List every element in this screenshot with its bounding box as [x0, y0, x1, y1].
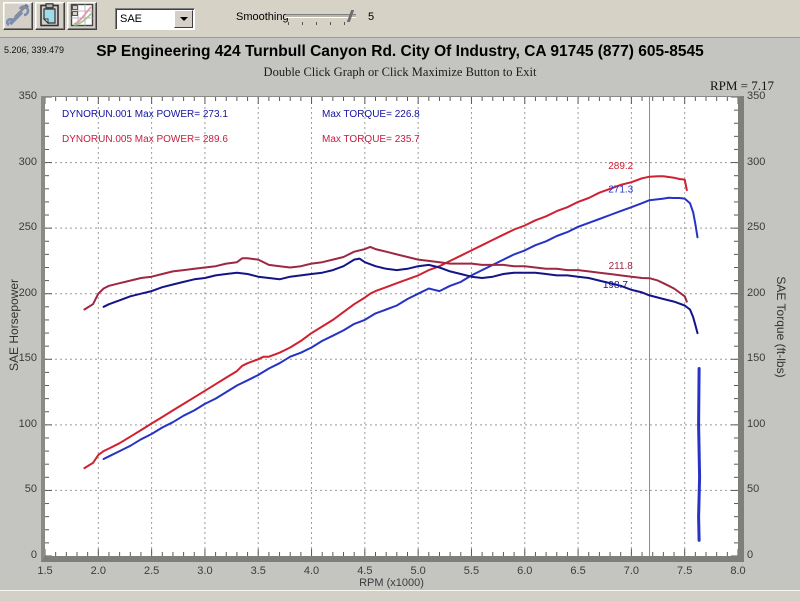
- y-tick-label-right: 0: [747, 549, 754, 561]
- smoothing-label: Smoothing: [236, 11, 289, 23]
- y-tick-label-right: 100: [747, 417, 766, 430]
- x-tick-label: 5.0: [410, 565, 426, 577]
- correction-dropdown-value: SAE: [120, 13, 143, 25]
- y-tick-label-left: 150: [18, 352, 37, 365]
- x-tick-label: 2.0: [90, 565, 106, 577]
- curve-value-label: 198.7: [603, 280, 628, 291]
- x-tick-label: 4.0: [303, 565, 320, 577]
- rpm-cursor-readout: RPM = 7.17: [709, 78, 774, 93]
- series-dynorun-005-torque: [83, 245, 688, 311]
- x-tick-label: 7.5: [677, 565, 693, 577]
- clipboard-icon: [38, 2, 62, 30]
- y-tick-label-left: 0: [30, 549, 37, 561]
- x-tick-label: 6.0: [517, 565, 533, 577]
- x-tick-label: 5.5: [463, 565, 480, 577]
- graph-maximize-icon: [70, 3, 94, 30]
- smoothing-value: 5: [368, 11, 375, 23]
- toolbar: SAE Smoothing 5: [0, 0, 800, 37]
- y-axis-label-right: SAE Torque (ft-lbs): [774, 276, 788, 378]
- slider-tick: [302, 22, 303, 25]
- legend-run-power: DYNORUN.005 Max POWER= 289.6: [62, 134, 228, 145]
- graph-maximize-button[interactable]: [67, 2, 97, 30]
- x-tick-label: 8.0: [730, 565, 746, 577]
- curve-value-label: 289.2: [608, 161, 633, 172]
- y-tick-label-right: 150: [747, 352, 766, 365]
- smoothing-slider[interactable]: [286, 10, 358, 28]
- chevron-down-icon: [179, 17, 188, 21]
- series-dynorun-001-torque: [102, 257, 699, 335]
- x-tick-label: 2.5: [143, 565, 160, 577]
- tools-button[interactable]: [3, 2, 33, 30]
- y-tick-label-left: 50: [24, 483, 37, 496]
- x-axis-label: RPM (x1000): [359, 577, 424, 589]
- window-bottom-strip: [0, 590, 800, 601]
- x-tick-label: 3.0: [197, 565, 213, 577]
- y-tick-label-right: 350: [747, 90, 766, 102]
- y-tick-label-right: 200: [747, 286, 766, 299]
- x-tick-label: 7.0: [623, 565, 640, 577]
- correction-dropdown[interactable]: SAE: [115, 8, 195, 30]
- page-title: SP Engineering 424 Turnbull Canyon Rd. C…: [96, 43, 704, 60]
- legend-run-torque: Max TORQUE= 226.8: [322, 109, 420, 120]
- x-tick-label: 4.5: [357, 565, 373, 577]
- slider-tick: [330, 22, 331, 25]
- series-data-spike: [697, 367, 702, 542]
- mouse-coordinates-readout: 5.206, 339.479: [4, 45, 65, 55]
- graph-subtitle: Double Click Graph or Click Maximize But…: [263, 65, 537, 79]
- y-tick-label-right: 50: [747, 483, 760, 496]
- x-tick-label: 6.5: [570, 565, 586, 577]
- slider-track: [286, 14, 356, 18]
- x-tick-label: 3.5: [250, 565, 266, 577]
- slider-tick: [344, 22, 345, 25]
- y-tick-label-left: 300: [18, 155, 37, 168]
- legend-run-power: DYNORUN.001 Max POWER= 273.1: [62, 109, 228, 120]
- dropdown-arrow-button[interactable]: [174, 10, 193, 28]
- x-tick-label: 1.5: [37, 565, 53, 577]
- y-tick-label-left: 200: [18, 286, 37, 299]
- slider-tick: [288, 22, 289, 25]
- y-tick-label-left: 100: [18, 417, 37, 430]
- clipboard-button[interactable]: [35, 2, 65, 30]
- y-tick-label-right: 250: [747, 221, 766, 234]
- legend-run-torque: Max TORQUE= 235.7: [322, 134, 420, 145]
- curve-value-label: 211.8: [609, 261, 634, 272]
- dyno-graph-panel[interactable]: 5.206, 339.479 SP Engineering 424 Turnbu…: [0, 37, 800, 590]
- slider-tick: [316, 22, 317, 25]
- plot-area[interactable]: 289.2 271.3 211.8 198.7 DYNORUN.001 Max POWE…: [41, 96, 744, 562]
- series-dynorun-001-power: [102, 196, 699, 460]
- y-tick-label-right: 300: [747, 155, 766, 168]
- tools-icon: [6, 3, 30, 30]
- dyno-curves-svg: 289.2 271.3 211.8 198.7 DYNORUN.001 Max POWE…: [44, 96, 739, 557]
- curve-value-label: 271.3: [608, 185, 633, 196]
- y-tick-label-left: 350: [18, 90, 37, 102]
- series-dynorun-005-power: [83, 175, 688, 470]
- y-axis-label-left: SAE Horsepower: [7, 278, 21, 372]
- y-tick-label-left: 250: [18, 221, 37, 234]
